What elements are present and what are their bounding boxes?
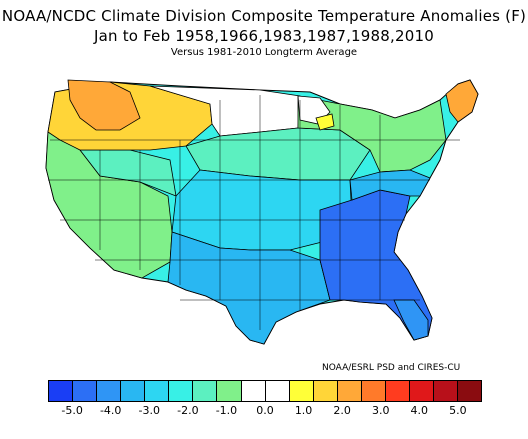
- legend-swatch: [169, 381, 194, 401]
- legend-swatch: [121, 381, 146, 401]
- legend-swatch: [217, 381, 242, 401]
- legend-swatch: [73, 381, 98, 401]
- legend-tick-label: 1.0: [294, 404, 313, 417]
- division-lines: [48, 95, 460, 330]
- legend-tick-label: 4.0: [410, 404, 429, 417]
- legend-swatch: [313, 381, 338, 401]
- color-legend-bar: [48, 380, 482, 402]
- region-mid-atlantic: [349, 169, 431, 201]
- legend-swatch: [337, 381, 362, 401]
- legend-tick-label: -5.0: [61, 404, 83, 417]
- region-washington-orange: [67, 79, 141, 131]
- legend-tick-label: -1.0: [215, 404, 238, 417]
- region-lake-superior-yellow: [315, 113, 335, 131]
- legend-swatch: [265, 381, 290, 401]
- region-great-lakes: [297, 95, 447, 173]
- legend-swatch: [409, 381, 434, 401]
- region-maine-orange: [445, 79, 479, 123]
- legend-swatch: [145, 381, 170, 401]
- legend-swatch: [385, 381, 410, 401]
- legend-tick-label: -3.0: [138, 404, 160, 417]
- legend-swatch: [289, 381, 314, 401]
- legend-tick-label: 0.0: [256, 404, 274, 417]
- legend-tick-label: -2.0: [177, 404, 199, 417]
- chart-subtitle-baseline: Versus 1981-2010 Longterm Average: [170, 47, 358, 58]
- legend-tick-label: -4.0: [99, 404, 122, 417]
- legend-swatch: [241, 381, 266, 401]
- legend-tick-label: 2.0: [333, 404, 351, 417]
- color-legend-ticks: -5.0 -4.0 -3.0 -2.0 -1.0 0.0 1.0 2.0 3.0 4.0 5.0: [48, 404, 482, 418]
- chart-subtitle-period: Jan to Feb 1958,1966,1983,1987,1988,2010: [94, 27, 434, 45]
- legend-swatch: [193, 381, 218, 401]
- legend-swatch: [49, 381, 74, 401]
- legend-tick-label: 5.0: [449, 404, 467, 417]
- legend-swatch: [97, 381, 122, 401]
- credit-text: NOAA/ESRL PSD and CIRES-CU: [322, 363, 461, 373]
- legend-swatch: [458, 381, 482, 401]
- legend-swatch: [361, 381, 386, 401]
- chart-title: NOAA/NCDC Climate Division Composite Tem…: [1, 7, 527, 25]
- legend-tick-label: 3.0: [371, 404, 390, 417]
- legend-swatch: [434, 381, 459, 401]
